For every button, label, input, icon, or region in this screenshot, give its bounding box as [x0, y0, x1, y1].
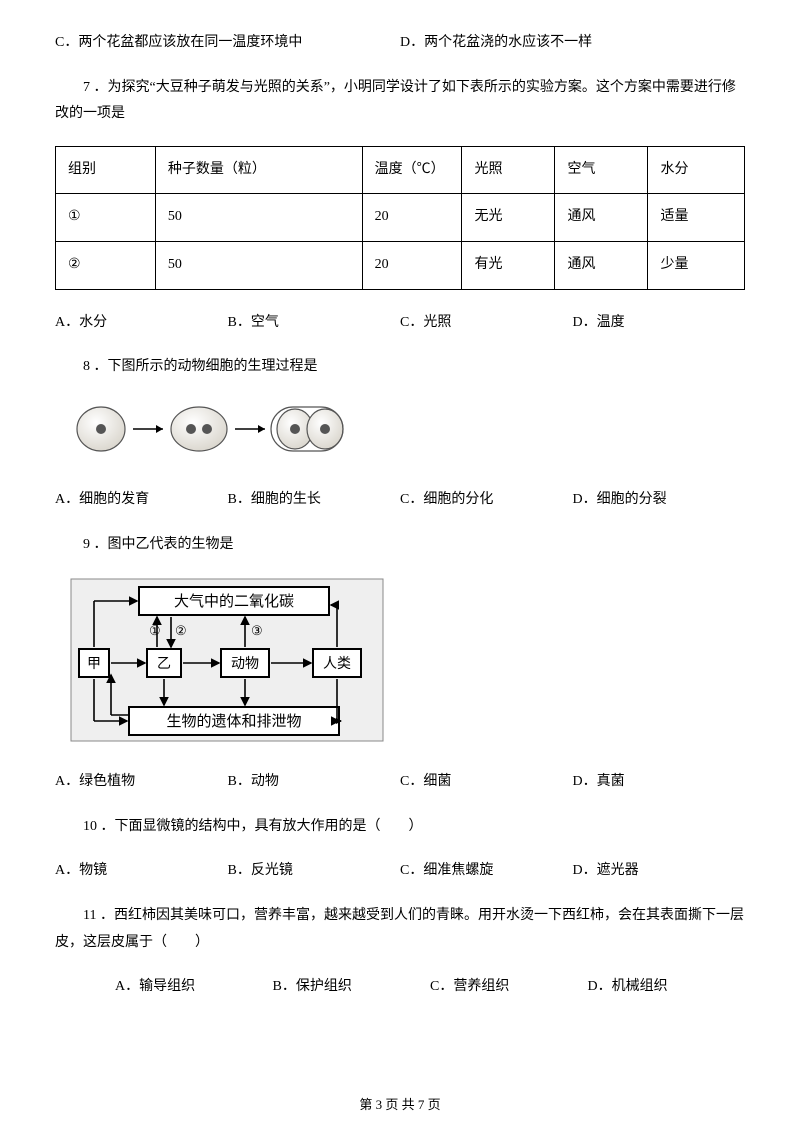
td: 有光	[462, 241, 555, 289]
q9-stem: 9 ．图中乙代表的生物是	[55, 532, 745, 559]
q8-options: A．细胞的发育 B．细胞的生长 C．细胞的分化 D．细胞的分裂	[55, 487, 745, 514]
th: 组别	[56, 146, 156, 194]
q10-option-d: D．遮光器	[573, 858, 746, 885]
q10-stem: 10 ．下面显微镜的结构中，具有放大作用的是（ ）	[55, 814, 745, 841]
td: 50	[155, 241, 362, 289]
td: 20	[362, 241, 462, 289]
q9-option-a: A．绿色植物	[55, 769, 228, 796]
edge-label-1: ①	[149, 623, 161, 638]
q7-option-b: B．空气	[228, 310, 401, 337]
q8-stem: 8 ．下图所示的动物细胞的生理过程是	[55, 354, 745, 381]
q11-stem: 11 ．西红柿因其美味可口，营养丰富，越来越受到人们的青睐。用开水烫一下西红柿，…	[55, 903, 745, 956]
page-footer: 第 3 页 共 7 页	[55, 1093, 745, 1118]
td: 通风	[555, 194, 648, 242]
node-human: 人类	[323, 656, 351, 672]
table-row: 组别 种子数量（粒） 温度（℃） 光照 空气 水分	[56, 146, 745, 194]
q11-option-c: C．营养组织	[430, 974, 588, 1001]
th: 空气	[555, 146, 648, 194]
node-co2: 大气中的二氧化碳	[174, 593, 294, 610]
th: 光照	[462, 146, 555, 194]
td: ②	[56, 241, 156, 289]
q11-option-b: B．保护组织	[273, 974, 431, 1001]
q7-table: 组别 种子数量（粒） 温度（℃） 光照 空气 水分 ① 50 20 无光 通风 …	[55, 146, 745, 290]
td: 适量	[648, 194, 745, 242]
q9-option-c: C．细菌	[400, 769, 573, 796]
q7-option-c: C．光照	[400, 310, 573, 337]
q10-options: A．物镜 B．反光镜 C．细准焦螺旋 D．遮光器	[55, 858, 745, 885]
node-animal: 动物	[231, 656, 259, 672]
q6-option-d: D．两个花盆浇的水应该不一样	[400, 30, 745, 57]
q7-option-a: A．水分	[55, 310, 228, 337]
q11-options: A．输导组织 B．保护组织 C．营养组织 D．机械组织	[55, 974, 745, 1001]
th: 水分	[648, 146, 745, 194]
node-bottom: 生物的遗体和排泄物	[166, 713, 301, 730]
table-row: ② 50 20 有光 通风 少量	[56, 241, 745, 289]
q6-options-row2: C．两个花盆都应该放在同一温度环境中 D．两个花盆浇的水应该不一样	[55, 30, 745, 57]
node-yi: 乙	[157, 656, 171, 672]
td: 少量	[648, 241, 745, 289]
edge-label-2: ②	[175, 623, 187, 638]
q11-option-d: D．机械组织	[588, 974, 746, 1001]
q8-diagram	[71, 399, 351, 470]
node-jia: 甲	[87, 657, 101, 672]
td: ①	[56, 194, 156, 242]
td: 20	[362, 194, 462, 242]
q10-option-a: A．物镜	[55, 858, 228, 885]
q9-diagram: 大气中的二氧化碳 甲 乙 动物 人类 生物的遗体和排泄物	[69, 577, 389, 758]
q9-option-d: D．真菌	[573, 769, 746, 796]
th: 种子数量（粒）	[155, 146, 362, 194]
td: 无光	[462, 194, 555, 242]
q7-options: A．水分 B．空气 C．光照 D．温度	[55, 310, 745, 337]
q7-stem: 7 ．为探究“大豆种子萌发与光照的关系”，小明同学设计了如下表所示的实验方案。这…	[55, 75, 745, 128]
q10-option-c: C．细准焦螺旋	[400, 858, 573, 885]
q11-option-a: A．输导组织	[115, 974, 273, 1001]
q9-option-b: B．动物	[228, 769, 401, 796]
q8-option-a: A．细胞的发育	[55, 487, 228, 514]
q6-option-c: C．两个花盆都应该放在同一温度环境中	[55, 30, 400, 57]
th: 温度（℃）	[362, 146, 462, 194]
q7-option-d: D．温度	[573, 310, 746, 337]
table-row: ① 50 20 无光 通风 适量	[56, 194, 745, 242]
q8-option-c: C．细胞的分化	[400, 487, 573, 514]
edge-label-3: ③	[251, 623, 263, 638]
q8-option-b: B．细胞的生长	[228, 487, 401, 514]
td: 通风	[555, 241, 648, 289]
q9-options: A．绿色植物 B．动物 C．细菌 D．真菌	[55, 769, 745, 796]
q8-option-d: D．细胞的分裂	[573, 487, 746, 514]
q10-option-b: B．反光镜	[228, 858, 401, 885]
td: 50	[155, 194, 362, 242]
